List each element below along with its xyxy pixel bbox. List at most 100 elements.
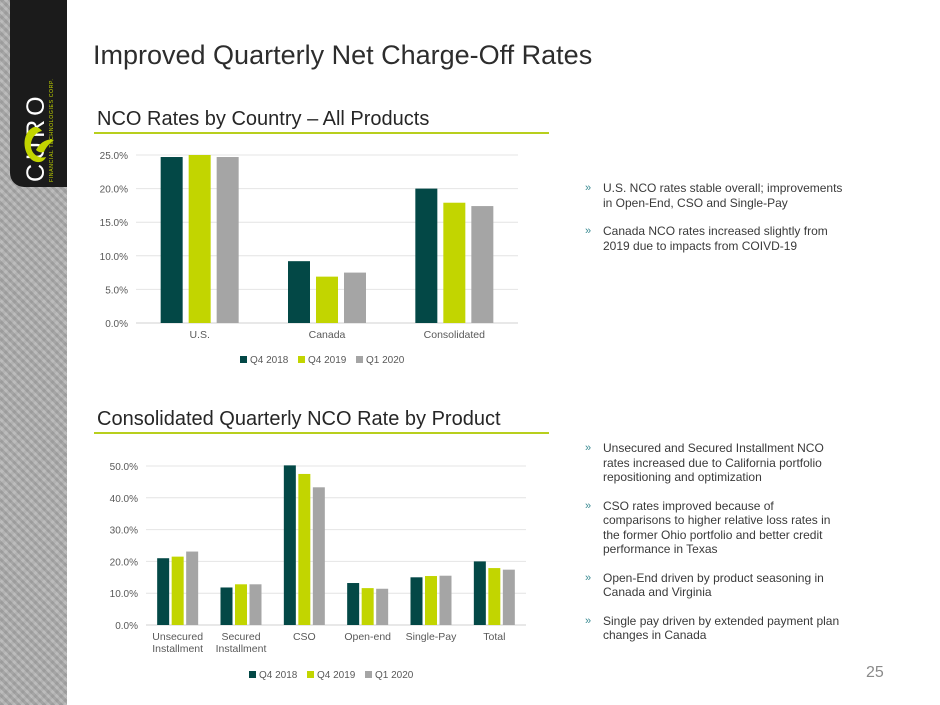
y-tick-label: 10.0% xyxy=(110,589,138,600)
bar-q1-2020 xyxy=(312,487,325,625)
bar-q4-2018 xyxy=(347,583,360,625)
bullet-text-line: U.S. NCO rates stable overall; improveme… xyxy=(603,181,843,195)
legend-swatch xyxy=(240,356,247,363)
page-title: Improved Quarterly Net Charge-Off Rates xyxy=(93,40,593,70)
brand-subtitle: FINANCIAL TECHNOLOGIES CORP. xyxy=(49,79,55,182)
bar-q4-2019 xyxy=(425,576,437,625)
y-tick-label: 30.0% xyxy=(110,526,138,537)
bullet-text-line: Canada NCO rates increased slightly from xyxy=(603,224,828,238)
bar-q4-2018 xyxy=(415,188,438,323)
bullet-text-line: comparisons to higher relative loss rate… xyxy=(603,513,831,527)
y-tick-label: 5.0% xyxy=(105,285,128,296)
legend-label: Q4 2018 xyxy=(259,670,298,681)
y-tick-label: 0.0% xyxy=(105,319,128,330)
nco-by-country-chart: 0.0% 5.0% 10.0% 15.0% 20.0% 25.0% U.S. Canada Co… xyxy=(100,151,518,366)
bar-q4-2018 xyxy=(160,157,183,323)
bullet-text-line: performance in Texas xyxy=(603,542,718,556)
bar-q4-2018 xyxy=(410,577,423,625)
logo-tab xyxy=(10,0,67,187)
page-number: 25 xyxy=(866,664,884,681)
bullet-text-line: 2019 due to impacts from COIVD-19 xyxy=(603,238,798,253)
x-tick-label: Secured xyxy=(221,631,260,643)
bar-q4-2019 xyxy=(171,556,184,625)
bullet-text-line: Canada and Virginia xyxy=(603,585,712,599)
bullet-text-line: Unsecured and Secured Installment NCO xyxy=(603,441,824,455)
y-tick-label: 15.0% xyxy=(100,218,128,229)
legend-label: Q4 2019 xyxy=(308,355,347,366)
x-tick-label: Open-end xyxy=(344,631,391,643)
bar-q1-2020 xyxy=(439,575,452,625)
bullet-text-line: the former Ohio portfolio and better cre… xyxy=(603,527,823,542)
bar-q4-2019 xyxy=(443,202,466,323)
x-tick-label: Single-Pay xyxy=(406,631,458,643)
y-tick-label: 50.0% xyxy=(110,462,138,473)
bar-q1-2020 xyxy=(216,157,239,323)
y-tick-label: 0.0% xyxy=(115,621,138,632)
legend-swatch xyxy=(307,671,314,678)
logo-leaf-icon xyxy=(36,139,54,153)
x-tick-label: CSO xyxy=(293,631,316,643)
bullet-item: » Unsecured and Secured Installment NCO ra… xyxy=(585,441,839,485)
x-tick-label: Installment xyxy=(152,643,203,655)
bullet-text-line: in Open-End, CSO and Single-Pay xyxy=(603,195,788,210)
bar-q1-2020 xyxy=(249,584,262,625)
x-tick-label: Total xyxy=(483,631,505,643)
bar-q1-2020 xyxy=(376,588,389,625)
legend-swatch xyxy=(356,356,363,363)
bullet-text-line: rates increased due to California portfo… xyxy=(603,455,822,470)
bar-q4-2019 xyxy=(298,473,311,625)
bullet-text-line: changes in Canada xyxy=(603,628,707,642)
section-title-country: NCO Rates by Country – All Products xyxy=(97,108,430,130)
x-tick-label: Installment xyxy=(216,643,267,655)
legend-swatch xyxy=(298,356,305,363)
legend-label: Q1 2020 xyxy=(375,670,414,681)
bullet-list-product: » Unsecured and Secured Installment NCO ra… xyxy=(585,441,839,643)
bullet-item: » Canada NCO rates increased slightly fro… xyxy=(585,224,842,253)
bullet-text-line: repositioning and optimization xyxy=(603,470,762,484)
bullet-item: » CSO rates improved because of comparison… xyxy=(585,499,839,557)
curo-logo: CURO FINANCIAL TECHNOLOGIES CORP. xyxy=(22,79,55,182)
y-tick-label: 40.0% xyxy=(110,494,138,505)
bar-q4-2019 xyxy=(188,155,211,323)
bullet-marker-icon: » xyxy=(585,225,592,237)
nco-by-product-chart: 0.0%10.0%20.0%30.0%40.0%50.0%UnsecuredIn… xyxy=(110,462,526,681)
bullet-item: » Open-End driven by product seasoning in… xyxy=(585,571,839,600)
bullet-text-line: CSO rates improved because of xyxy=(603,498,774,513)
x-tick-label: Consolidated xyxy=(424,329,485,341)
y-tick-label: 10.0% xyxy=(100,252,128,263)
y-tick-label: 25.0% xyxy=(100,151,128,162)
bullet-list-country: » U.S. NCO rates stable overall; improvem… xyxy=(585,181,842,253)
bar-q1-2020 xyxy=(186,551,199,625)
legend-swatch xyxy=(249,671,256,678)
bar-q4-2018 xyxy=(157,558,170,625)
bar-q4-2018 xyxy=(473,561,486,625)
bar-q1-2020 xyxy=(502,569,515,625)
bullet-marker-icon: » xyxy=(585,571,592,584)
bullet-marker-icon: » xyxy=(585,442,592,454)
x-tick-label: Unsecured xyxy=(152,631,203,643)
bar-q1-2020 xyxy=(471,206,494,323)
section-rule-product xyxy=(94,432,549,434)
bar-q4-2018 xyxy=(283,465,296,625)
x-tick-label: Canada xyxy=(309,329,346,341)
bar-q4-2018 xyxy=(288,261,310,323)
bullet-text-line: Single pay driven by extended payment pl… xyxy=(603,613,840,628)
section-rule-country xyxy=(94,132,549,134)
legend-swatch xyxy=(365,671,372,678)
legend-label: Q4 2019 xyxy=(317,670,356,681)
bar-q1-2020 xyxy=(344,272,366,323)
bar-q4-2019 xyxy=(235,584,247,625)
x-tick-label: U.S. xyxy=(189,329,209,341)
legend-label: Q4 2018 xyxy=(250,355,289,366)
bullet-text-line: Open-End driven by product seasoning in xyxy=(603,570,824,585)
bullet-marker-icon: » xyxy=(585,182,592,194)
section-title-product: Consolidated Quarterly NCO Rate by Produ… xyxy=(97,408,501,430)
bullet-marker-icon: » xyxy=(585,614,592,627)
y-tick-label: 20.0% xyxy=(100,185,128,196)
logo-mark-icon xyxy=(24,127,46,163)
y-tick-label: 20.0% xyxy=(110,557,138,568)
bullet-item: » U.S. NCO rates stable overall; improvem… xyxy=(585,181,842,210)
bullet-item: » Single pay driven by extended payment p… xyxy=(585,614,839,643)
legend-label: Q1 2020 xyxy=(366,355,405,366)
bar-q4-2019 xyxy=(488,568,501,625)
